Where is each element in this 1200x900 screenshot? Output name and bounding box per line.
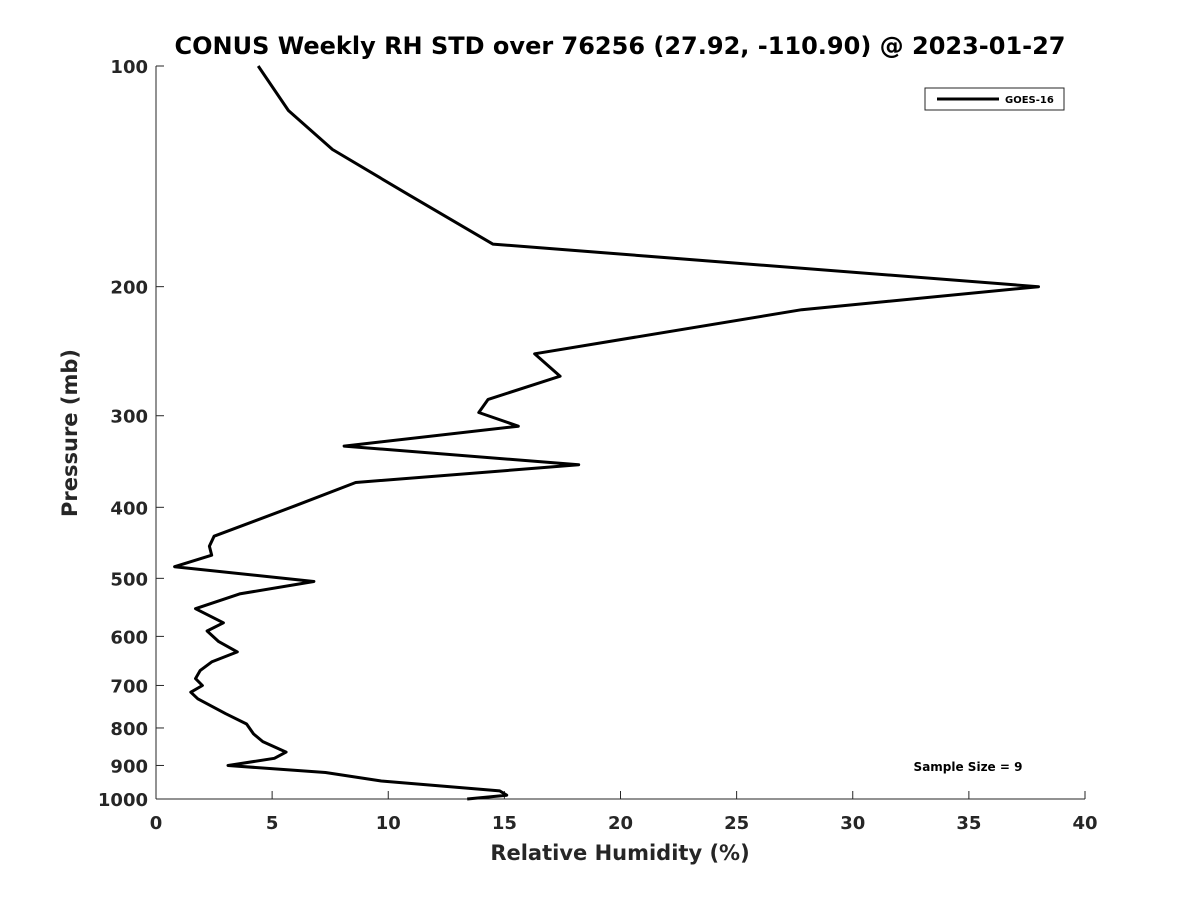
x-tick-label: 40	[1072, 813, 1097, 834]
x-tick-label: 15	[492, 813, 517, 834]
x-tick-label: 5	[266, 813, 279, 834]
legend: GOES-16	[924, 87, 1065, 111]
series-line-goes-16	[173, 65, 1040, 801]
sample-size-annotation: Sample Size = 9	[914, 760, 1023, 774]
x-axis-label: Relative Humidity (%)	[490, 841, 749, 865]
y-tick-label: 100	[110, 57, 148, 78]
y-tick-label: 800	[110, 719, 148, 740]
y-tick-label: 500	[110, 569, 148, 590]
legend-label-goes-16: GOES-16	[1005, 95, 1054, 106]
y-tick-label: 600	[110, 627, 148, 648]
x-tick-label: 30	[840, 813, 865, 834]
y-tick-label: 400	[110, 498, 148, 519]
y-axis-label: Pressure (mb)	[58, 349, 82, 517]
y-tick-label: 200	[110, 278, 148, 299]
plot-axes: 0 5 10 15 20 25 30 35 40 100 200 300 400 500 600 700 800…	[98, 57, 1098, 834]
chart-title: CONUS Weekly RH STD over 76256 (27.92, -…	[174, 32, 1065, 60]
x-tick-label: 25	[724, 813, 749, 834]
y-tick-label: 900	[110, 756, 148, 777]
x-tick-label: 20	[608, 813, 633, 834]
x-tick-label: 35	[956, 813, 981, 834]
series-layer	[173, 65, 1040, 801]
y-tick-label: 700	[110, 676, 148, 697]
y-tick-label: 300	[110, 407, 148, 428]
y-tick-label: 1000	[98, 790, 148, 811]
x-tick-label: 10	[376, 813, 401, 834]
x-tick-label: 0	[150, 813, 163, 834]
